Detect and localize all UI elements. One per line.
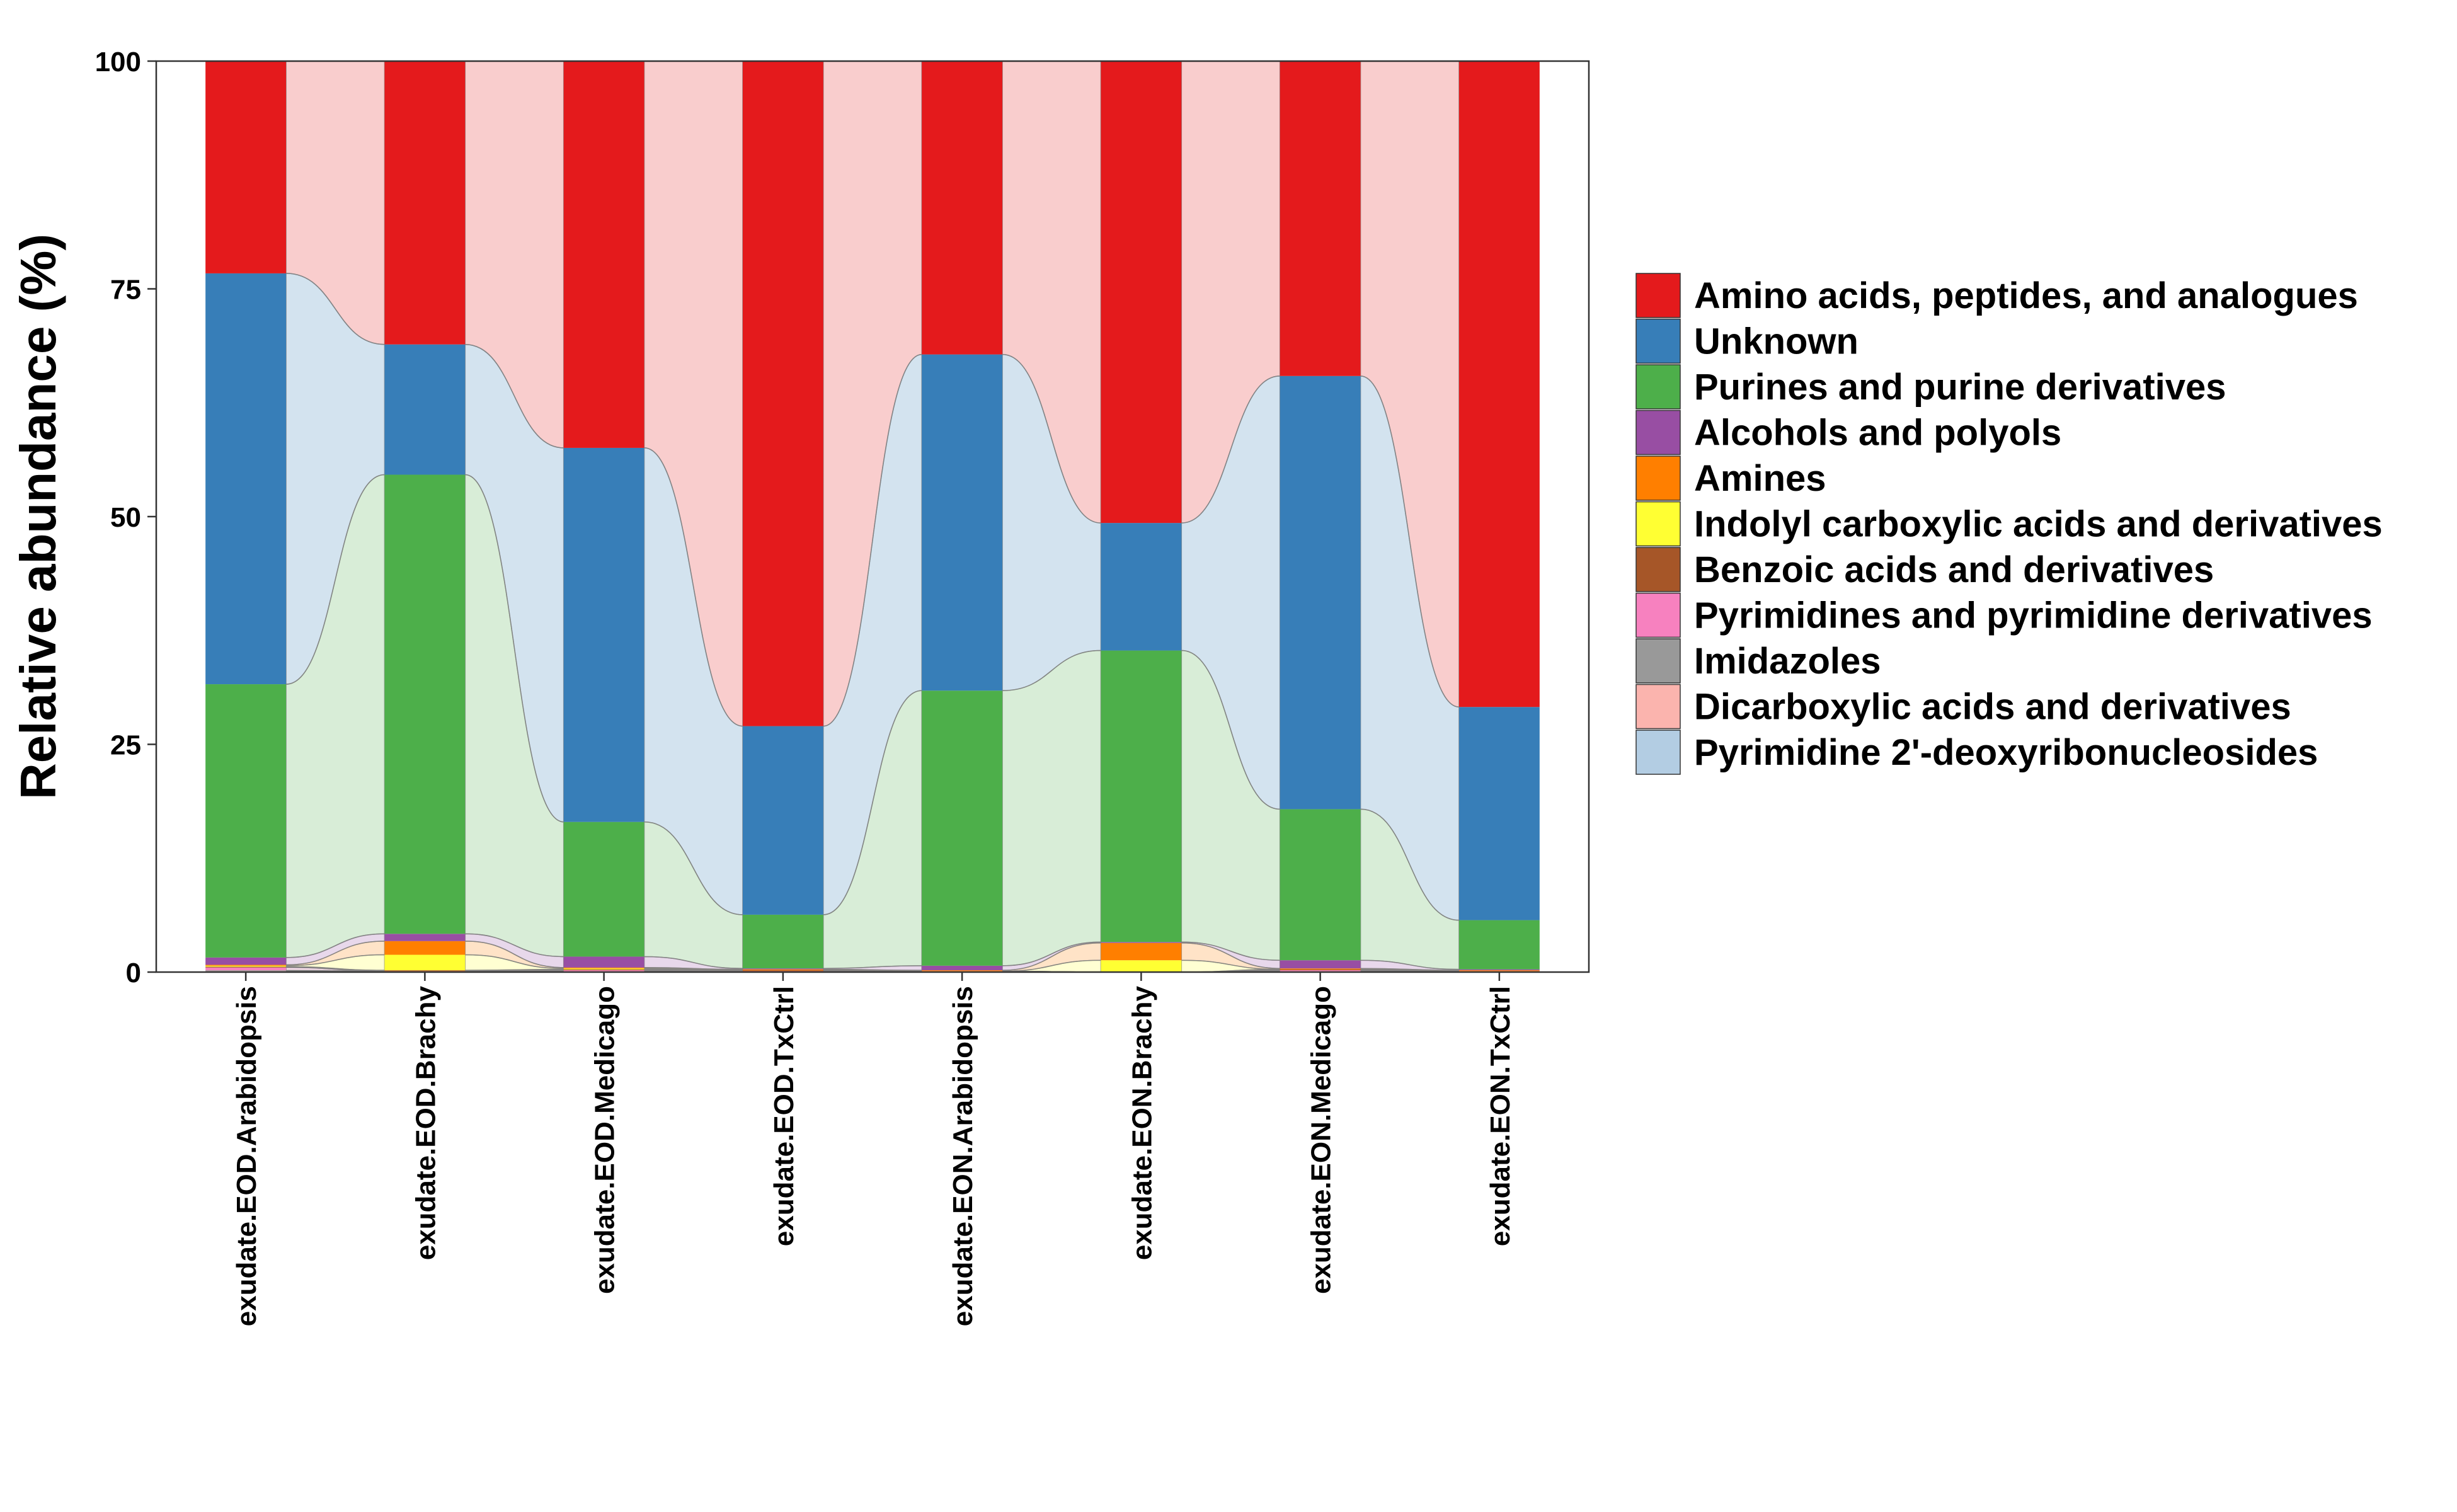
bar-segment-indolyl-carboxylic-acids-and-derivatives-6 [1101,960,1182,972]
bar-segment-amino-acids-peptides-and-analogues-7 [1280,61,1361,376]
bar-segment-pyrimidines-and-pyrimidine-derivatives-7 [1280,970,1361,971]
x-tick-label: exudate.EOD.Arabidopsis [231,986,262,1326]
x-tick-label: exudate.EON.Brachy [1126,985,1157,1260]
bar-segment-unknown-1 [205,273,287,685]
bar-segment-purines-and-purine-derivatives-7 [1280,809,1361,961]
bar-segment-amino-acids-peptides-and-analogues-4 [742,61,823,726]
bar-segment-benzoic-acids-and-derivatives-2 [384,970,466,971]
bar-segment-alcohols-and-polyols-3 [563,956,644,968]
bar-segment-purines-and-purine-derivatives-6 [1101,650,1182,942]
legend-label-amines: Amines [1694,458,1826,499]
legend-key-unknown [1635,318,1681,364]
legend-key-pyrimidine-2-deoxyribonucleosides [1635,730,1681,775]
bar-segment-alcohols-and-polyols-1 [205,957,287,965]
bar-segment-amines-6 [1101,942,1182,961]
bar-segment-unknown-6 [1101,523,1182,651]
bar-segment-pyrimidines-and-pyrimidine-derivatives-3 [563,970,644,971]
bar-segment-unknown-7 [1280,375,1361,810]
bar-segment-amino-acids-peptides-and-analogues-3 [563,61,644,448]
bar-segment-unknown-2 [384,344,466,475]
y-tick-label: 0 [126,958,141,988]
legend-label-purines-and-purine-derivatives: Purines and purine derivatives [1694,367,2226,408]
bar-segment-indolyl-carboxylic-acids-and-derivatives-2 [384,954,466,971]
legend-key-amines [1635,455,1681,501]
bar-segment-pyrimidines-and-pyrimidine-derivatives-1 [205,967,287,971]
legend-key-indolyl-carboxylic-acids-and-derivatives [1635,501,1681,547]
bar-stacks [205,61,1540,972]
bar-segment-benzoic-acids-and-derivatives-1 [205,966,287,968]
bar-segment-alcohols-and-polyols-7 [1280,960,1361,969]
bar-segment-purines-and-purine-derivatives-5 [922,690,1003,966]
legend-key-purines-and-purine-derivatives [1635,364,1681,410]
bar-segment-amino-acids-peptides-and-analogues-6 [1101,61,1182,524]
y-tick-label: 50 [110,502,141,533]
bar-segment-purines-and-purine-derivatives-3 [563,822,644,957]
x-tick-label: exudate.EOD.Brachy [410,985,441,1260]
bar-segment-alcohols-and-polyols-2 [384,934,466,941]
bar-segment-amines-7 [1280,968,1361,970]
bar-segment-unknown-4 [742,726,823,915]
bar-segment-amino-acids-peptides-and-analogues-8 [1458,61,1540,707]
legend-key-alcohols-and-polyols [1635,410,1681,455]
x-tick-label: exudate.EON.Medicago [1306,986,1337,1294]
bar-segment-alcohols-and-polyols-5 [922,965,1003,971]
x-tick-label: exudate.EOD.Medicago [590,986,621,1294]
bar-segment-unknown-5 [922,354,1003,691]
legend-label-pyrimidines-and-pyrimidine-derivatives: Pyrimidines and pyrimidine derivatives [1694,595,2373,636]
legend-key-benzoic-acids-and-derivatives [1635,547,1681,592]
x-tick-label: exudate.EON.Arabidopsis [948,986,978,1326]
bar-segment-purines-and-purine-derivatives-8 [1458,920,1540,970]
y-tick-label: 25 [110,730,141,761]
y-tick-label: 100 [95,47,141,77]
flow-purines-and-purine-derivatives-5 [1002,650,1102,966]
bar-segment-amino-acids-peptides-and-analogues-1 [205,61,287,273]
bar-segment-unknown-3 [563,447,644,822]
x-axis: exudate.EOD.Arabidopsis exudate.EOD.Brach… [231,972,1516,1326]
bar-segment-purines-and-purine-derivatives-1 [205,684,287,958]
x-tick-label: exudate.EOD.TxCtrl [769,986,799,1246]
legend-label-benzoic-acids-and-derivatives: Benzoic acids and derivatives [1694,549,2214,590]
bar-segment-amines-2 [384,941,466,955]
alluvium-flows [285,60,1460,973]
bar-segment-purines-and-purine-derivatives-4 [742,914,823,969]
y-axis-title: Relative abundance (%) [10,234,66,799]
legend-label-dicarboxylic-acids-and-derivatives: Dicarboxylic acids and derivatives [1694,687,2291,728]
legend-label-alcohols-and-polyols: Alcohols and polyols [1694,413,2061,454]
bar-segment-imidazoles-1 [205,970,287,971]
bar-segment-amines-8 [1458,970,1540,971]
bar-segment-indolyl-carboxylic-acids-and-derivatives-3 [563,968,644,970]
legend-label-imidazoles: Imidazoles [1694,641,1881,682]
bar-segment-amines-5 [922,970,1003,971]
bar-segment-unknown-8 [1458,707,1540,920]
legend: Amino acids, peptides, and analogues Unkn… [1635,273,2383,775]
legend-label-indolyl-carboxylic-acids-and-derivatives: Indolyl carboxylic acids and derivatives [1694,504,2383,545]
x-tick-label: exudate.EON.TxCtrl [1485,986,1516,1246]
bar-segment-alcohols-and-polyols-4 [742,968,823,970]
bar-segment-purines-and-purine-derivatives-2 [384,474,466,934]
legend-label-pyrimidine-2-deoxyribonucleosides: Pyrimidine 2'-deoxyribonucleosides [1694,732,2318,773]
legend-key-pyrimidines-and-pyrimidine-derivatives [1635,592,1681,638]
legend-label-amino-acids-peptides-and-analogues: Amino acids, peptides, and analogues [1694,275,2358,316]
bar-segment-benzoic-acids-and-derivatives-4 [742,970,823,971]
legend-key-imidazoles [1635,638,1681,684]
legend-key-amino-acids-peptides-and-analogues [1635,273,1681,318]
legend-label-unknown: Unknown [1694,321,1858,362]
legend-key-dicarboxylic-acids-and-derivatives [1635,684,1681,730]
y-axis: 0 25 50 75 100 [95,47,156,988]
bar-segment-amino-acids-peptides-and-analogues-2 [384,61,466,345]
y-tick-label: 75 [110,275,141,306]
bar-segment-amino-acids-peptides-and-analogues-5 [922,61,1003,355]
